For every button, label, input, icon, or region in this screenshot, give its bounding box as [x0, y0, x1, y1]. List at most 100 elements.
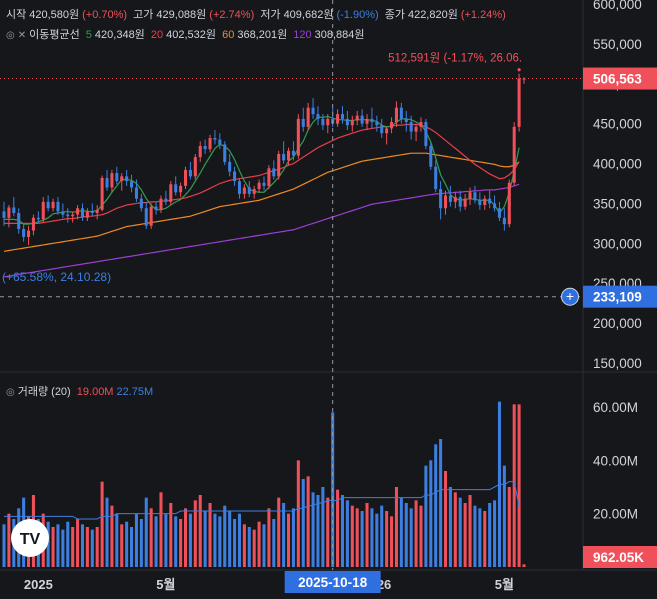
volume-bar	[502, 465, 506, 567]
volume-bar	[291, 508, 295, 567]
volume-bar	[409, 508, 413, 567]
logo-circle	[11, 519, 49, 557]
low-marker-label: (+65.58%, 24.10.28)	[2, 270, 111, 284]
candle-body	[237, 181, 241, 194]
candle	[134, 179, 138, 202]
volume-bar	[125, 521, 129, 567]
volume-bar	[340, 495, 345, 567]
candle-body	[100, 177, 104, 210]
candle-body	[208, 138, 212, 150]
price-panel	[2, 73, 526, 278]
candle	[95, 205, 99, 220]
candle	[390, 117, 394, 134]
price-tick-label: 400,000	[593, 157, 642, 172]
volume-bar	[517, 404, 521, 567]
candle-body	[223, 144, 227, 162]
candle-body	[321, 118, 325, 126]
candle	[414, 123, 418, 142]
high-value: 429,088원	[156, 9, 207, 21]
volume-bar	[360, 511, 364, 567]
ma120-value: 308,884원	[314, 29, 365, 41]
candle-body	[71, 214, 75, 217]
candle-body	[473, 192, 477, 201]
volume-bar	[350, 505, 354, 567]
candle	[110, 169, 114, 193]
candle	[434, 160, 438, 193]
volume-bar	[287, 513, 291, 567]
candle-body	[277, 153, 281, 177]
candle	[439, 181, 443, 220]
candle	[468, 187, 472, 206]
candle	[46, 195, 50, 212]
candle-body	[434, 166, 438, 190]
volume-bar	[267, 508, 271, 567]
volume-toggle-icon[interactable]: ◎	[6, 387, 15, 398]
candle-body	[257, 182, 261, 190]
volume-bar	[296, 460, 300, 567]
high-marker-dot	[517, 68, 521, 72]
volume-bar	[76, 519, 80, 567]
price-tick-label: 550,000	[593, 37, 642, 52]
candle	[497, 201, 501, 221]
candle	[419, 117, 423, 132]
time-tick-label: 2025	[24, 577, 53, 592]
candle-body	[247, 187, 251, 194]
volume-bar	[164, 513, 168, 567]
candle	[502, 208, 506, 231]
candle	[267, 165, 271, 190]
candle-body	[27, 230, 31, 237]
candle	[198, 141, 202, 162]
candle	[115, 166, 119, 185]
close-icon[interactable]: ✕	[17, 30, 27, 41]
candle	[149, 203, 153, 229]
candle-body	[7, 207, 11, 218]
ma60-line	[3, 152, 520, 252]
volume-bar	[439, 439, 443, 567]
candle	[473, 185, 477, 204]
candle-body	[76, 208, 80, 215]
candle	[56, 197, 60, 215]
candle	[478, 192, 482, 210]
candle-body	[502, 217, 506, 225]
candle-body	[458, 197, 462, 207]
candle-body	[193, 157, 197, 177]
logo-mark: TV	[20, 531, 41, 548]
candle-body	[316, 114, 320, 119]
price-tick-label: 450,000	[593, 117, 642, 132]
candle-body	[409, 122, 413, 132]
candle-body	[164, 198, 168, 202]
candle-body	[272, 168, 276, 177]
candle-body	[336, 114, 340, 124]
ma20-line	[4, 123, 520, 224]
volume-bar	[46, 521, 50, 567]
candle-body	[429, 146, 433, 167]
candle	[326, 114, 330, 134]
candle	[203, 139, 207, 154]
candle-body	[95, 209, 99, 214]
eye-icon[interactable]: ◎	[6, 30, 15, 41]
ma-legend: ◎ ✕ 이동평균선 5 420,348원 20 402,532원 60 368,201원 …	[6, 26, 368, 42]
candle-body	[110, 173, 114, 188]
add-icon[interactable]: +	[561, 287, 579, 306]
candle	[188, 161, 192, 180]
price-tick-label: 300,000	[593, 236, 642, 251]
candle-body	[41, 201, 45, 220]
candle	[316, 106, 320, 126]
volume-bar	[355, 508, 359, 567]
volume-bar	[130, 527, 134, 567]
candle	[483, 195, 487, 210]
candle	[169, 181, 173, 206]
volume-tick-label: 20.00M	[593, 507, 638, 522]
candle	[120, 173, 124, 191]
candle-body	[169, 184, 173, 202]
low-value: 409,682원	[283, 9, 334, 21]
candle-body	[301, 118, 305, 127]
volume-bar	[326, 497, 330, 567]
candle-body	[350, 120, 354, 126]
volume-bar	[247, 527, 251, 567]
volume-bar	[483, 511, 487, 567]
candle	[208, 134, 212, 153]
volume-bar	[473, 505, 477, 567]
add-icon-circle	[561, 287, 579, 306]
